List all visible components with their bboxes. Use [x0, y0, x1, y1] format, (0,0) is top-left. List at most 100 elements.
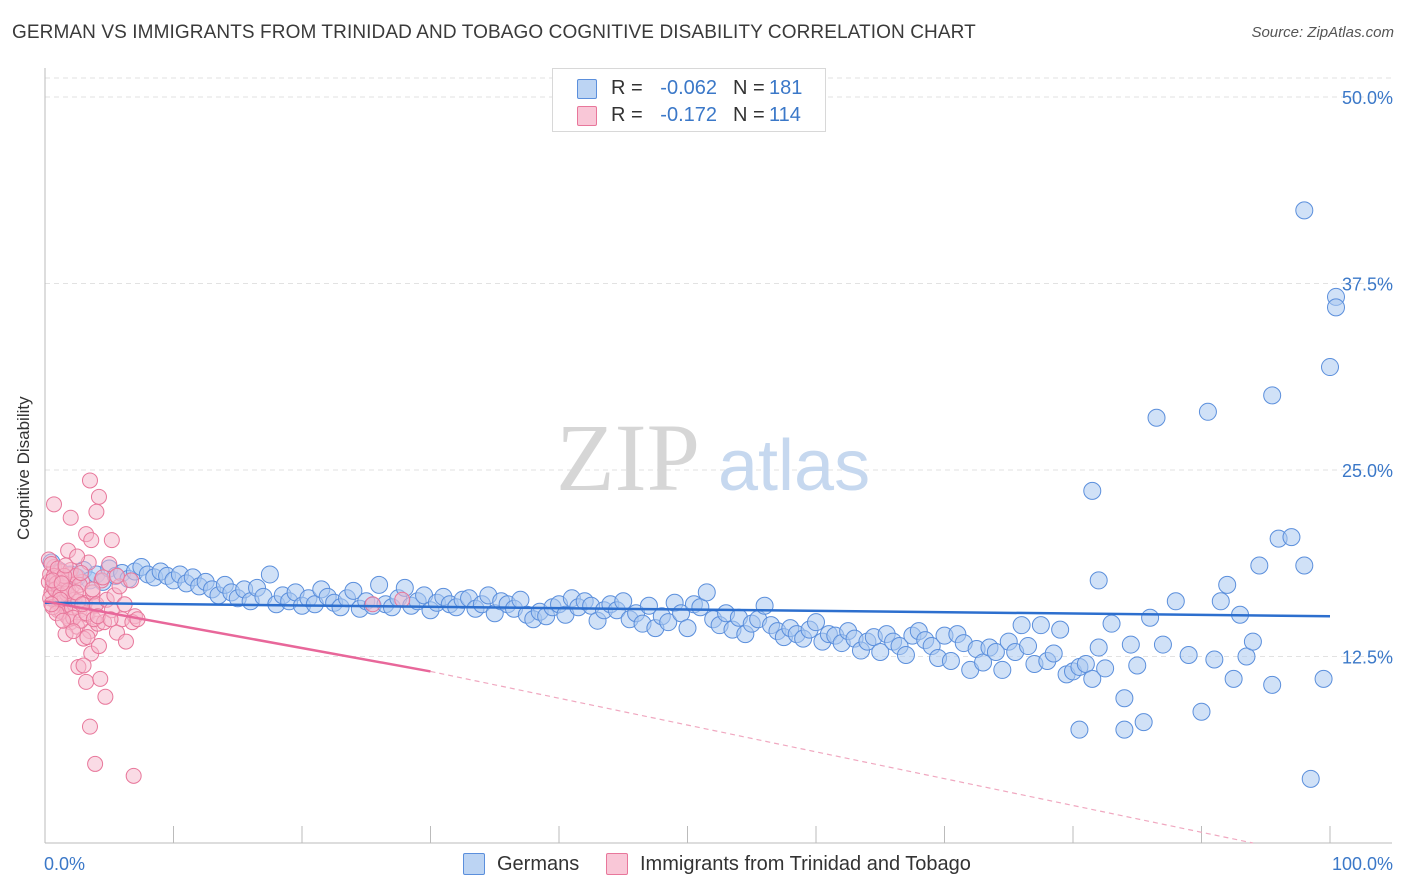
point-germans [1314, 669, 1333, 688]
point-germans [1205, 650, 1224, 669]
y-tick-label: 12.5% [1342, 648, 1393, 668]
point-trinidad [97, 688, 114, 705]
trend-lines [44, 600, 1331, 844]
point-germans [1102, 614, 1121, 633]
point-trinidad [92, 670, 109, 687]
point-germans [1250, 556, 1269, 575]
point-trinidad [394, 591, 411, 608]
point-germans [1141, 608, 1160, 627]
point-germans [993, 660, 1012, 679]
point-germans [807, 613, 825, 632]
point-trinidad [102, 611, 119, 628]
point-germans [1282, 528, 1301, 547]
point-germans [1243, 632, 1262, 651]
legend-n-value: 181 [769, 77, 803, 99]
point-germans [896, 646, 915, 665]
point-trinidad [108, 567, 125, 584]
series-trinidad [40, 472, 411, 784]
legend-n-label: N = [733, 77, 765, 99]
point-trinidad [90, 638, 107, 655]
point-trinidad [62, 509, 79, 526]
point-germans [871, 643, 890, 662]
point-trinidad [117, 633, 134, 650]
point-trinidad [81, 472, 98, 489]
point-germans [614, 592, 633, 611]
legend-n-label: N = [733, 104, 765, 126]
point-germans [1301, 769, 1320, 788]
point-trinidad [78, 673, 95, 690]
point-germans [1128, 656, 1147, 675]
point-germans [1263, 386, 1282, 405]
point-germans [1153, 635, 1172, 654]
watermark-atlas: atlas [718, 426, 870, 506]
point-germans [1327, 298, 1345, 317]
point-germans [1089, 638, 1108, 657]
point-germans [1070, 720, 1089, 739]
axes [44, 68, 1392, 844]
point-germans [986, 643, 1005, 662]
point-germans [941, 651, 960, 670]
x-tick-label: 100.0% [1332, 854, 1393, 874]
bottom-legend-swatch-germans [463, 853, 485, 875]
point-germans [1147, 408, 1166, 427]
bottom-legend-label-germans: Germans [497, 853, 580, 875]
legend-row-trinidad: R = -0.172 N = 114 [553, 102, 825, 128]
point-germans [755, 596, 774, 615]
point-germans [1115, 720, 1134, 739]
point-trinidad [72, 564, 89, 581]
point-germans [1295, 201, 1314, 220]
point-germans [1076, 654, 1095, 673]
point-germans [1218, 575, 1237, 594]
point-germans [1031, 616, 1050, 635]
point-germans [1166, 592, 1185, 611]
chart-source: Source: ZipAtlas.com [1251, 24, 1394, 41]
point-trinidad [88, 503, 105, 520]
point-trinidad [364, 596, 381, 613]
point-germans [1083, 669, 1102, 688]
point-trinidad [57, 557, 74, 574]
point-germans [1121, 635, 1140, 654]
point-germans [1096, 659, 1115, 678]
legend-r-value: -0.172 [660, 104, 717, 126]
point-germans [1051, 620, 1070, 639]
point-trinidad [83, 532, 100, 549]
point-trinidad [54, 612, 71, 629]
point-trinidad [125, 767, 142, 784]
point-germans [1083, 481, 1102, 500]
point-trinidad [69, 548, 86, 565]
point-germans [1295, 556, 1314, 575]
point-trinidad [101, 555, 118, 572]
legend: R = -0.062 N = 181 R = -0.172 N = 114 [552, 68, 826, 132]
point-germans [974, 653, 993, 672]
point-trinidad [123, 572, 140, 589]
legend-r-value: -0.062 [660, 77, 717, 99]
watermark-zip: ZIP [556, 404, 700, 511]
point-germans [370, 575, 389, 594]
trend-line-trinidad [44, 600, 431, 673]
legend-n-value: 114 [769, 104, 801, 126]
point-germans [344, 581, 363, 600]
point-trinidad [103, 532, 120, 549]
point-germans [1134, 713, 1153, 732]
tick-labels: 12.5% 25.0% 37.5% 50.0% 0.0% 100.0% [44, 88, 1393, 874]
legend-swatch-trinidad [577, 106, 597, 126]
point-germans [260, 565, 279, 584]
y-tick-label: 37.5% [1342, 275, 1393, 295]
point-germans [1321, 358, 1339, 377]
point-germans [1012, 616, 1031, 635]
legend-swatch-germans [577, 79, 597, 99]
point-germans [1263, 675, 1282, 694]
point-trinidad [79, 629, 96, 646]
point-germans [1192, 702, 1211, 721]
point-germans [1224, 669, 1243, 688]
point-germans [1115, 689, 1134, 708]
bottom-legend-trinidad: Immigrants from Trinidad and Tobago [606, 852, 1006, 876]
point-germans [691, 598, 710, 617]
point-germans [678, 619, 697, 638]
legend-r-label: R = [611, 77, 643, 99]
y-tick-label: 25.0% [1342, 461, 1393, 481]
point-germans [1089, 571, 1108, 590]
gridlines [45, 77, 1392, 657]
x-tick-label: 0.0% [44, 854, 85, 874]
